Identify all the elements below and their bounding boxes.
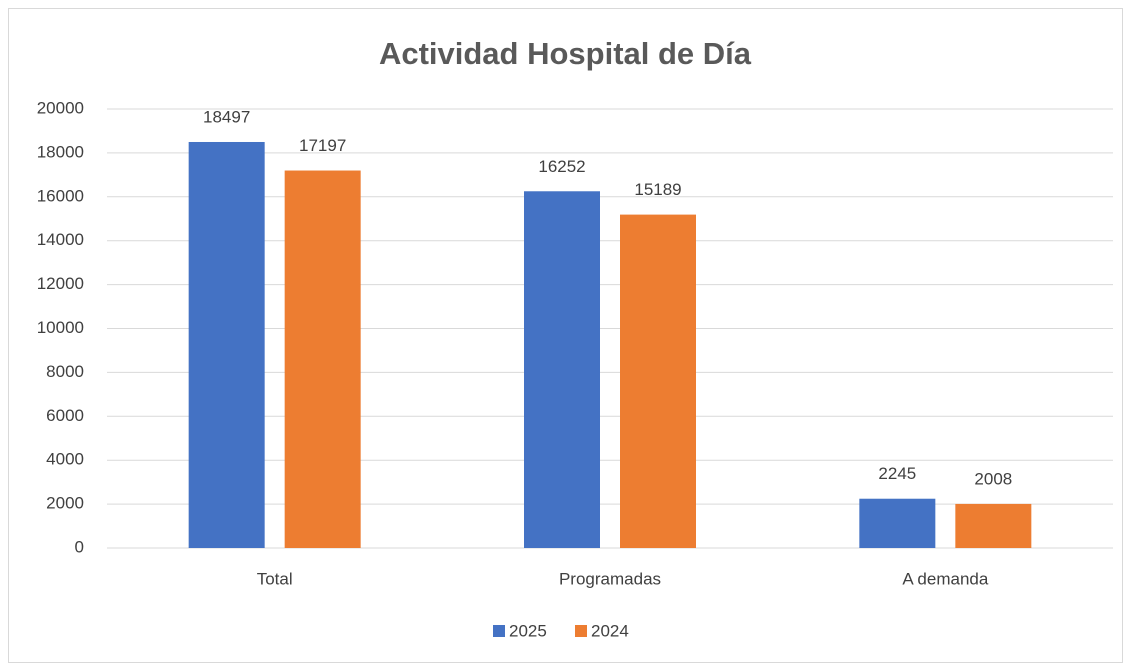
y-tick-label: 4000 — [46, 450, 84, 469]
x-tick-label: Programadas — [559, 569, 661, 588]
chart-title: Actividad Hospital de Día — [379, 36, 752, 71]
legend-swatch — [493, 625, 505, 637]
bar — [955, 503, 1032, 548]
y-tick-label: 16000 — [37, 186, 84, 205]
y-tick-label: 0 — [75, 537, 84, 556]
bar — [284, 170, 361, 548]
data-label: 17197 — [299, 136, 346, 155]
y-tick-label: 18000 — [37, 142, 84, 161]
bar — [188, 141, 265, 548]
data-label: 15189 — [634, 180, 681, 199]
bar — [859, 498, 936, 548]
y-tick-label: 14000 — [37, 230, 84, 249]
legend-swatch — [575, 625, 587, 637]
y-tick-label: 8000 — [46, 362, 84, 381]
legend-label: 2024 — [591, 621, 629, 640]
x-tick-label: Total — [257, 569, 293, 588]
y-tick-label: 2000 — [46, 494, 84, 513]
x-tick-label: A demanda — [902, 569, 989, 588]
y-tick-label: 20000 — [37, 98, 84, 117]
y-tick-label: 6000 — [46, 406, 84, 425]
data-label: 2245 — [878, 464, 916, 483]
data-label: 16252 — [538, 157, 585, 176]
y-tick-label: 12000 — [37, 274, 84, 293]
y-tick-label: 10000 — [37, 318, 84, 337]
bar — [524, 191, 600, 548]
data-label: 18497 — [203, 107, 250, 126]
data-label: 2008 — [974, 469, 1012, 488]
bar — [620, 214, 696, 549]
legend-label: 2025 — [509, 621, 547, 640]
